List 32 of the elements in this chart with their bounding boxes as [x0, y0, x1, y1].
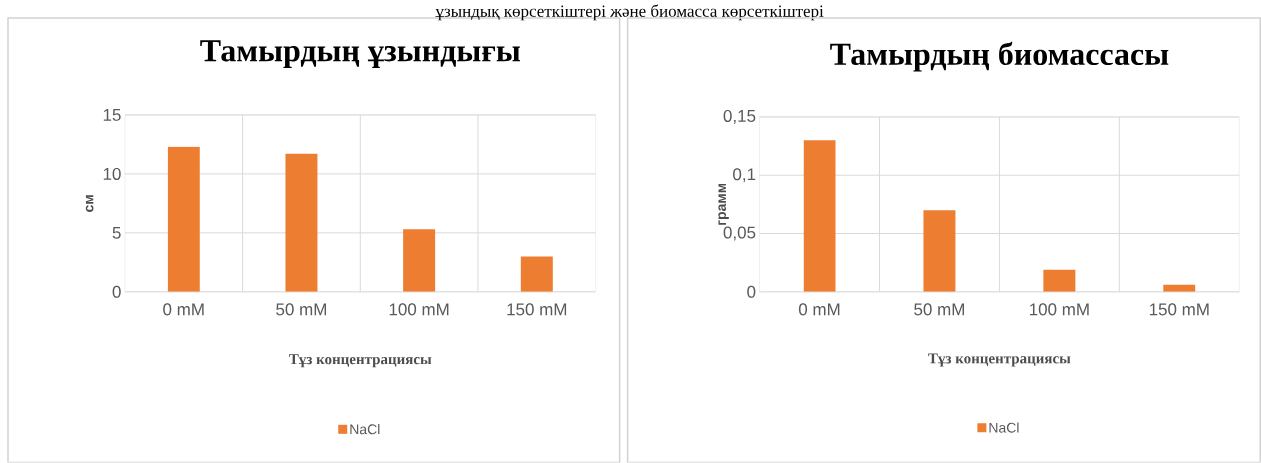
bar — [520, 256, 553, 292]
chart-title: Тамырдың ұзындығы — [200, 40, 520, 69]
bar — [403, 229, 436, 292]
text: ұзындық көрсеткіштері және биомасса көрсеткіштері — [435, 4, 824, 21]
y-axis-title: см — [85, 195, 94, 213]
x-tick-label: 0 mM — [798, 303, 840, 316]
x-axis-title: Тұз концентрациясы — [928, 353, 1071, 367]
x-tick-label: 50 mM — [914, 303, 964, 316]
y-tick-label: 15 — [103, 109, 121, 121]
y-tick-label: 0 — [112, 285, 121, 298]
x-tick-label: 150 mM — [507, 303, 567, 316]
x-axis-title: Тұз концентрациясы — [289, 354, 432, 368]
bar — [923, 210, 956, 292]
legend-label: NaCl — [989, 422, 1019, 433]
bar — [803, 140, 836, 292]
bar — [167, 146, 200, 292]
y-tick-label: 0,15 — [723, 110, 756, 125]
y-tick-label: 10 — [103, 168, 121, 181]
y-tick-label: 0,1 — [733, 168, 756, 183]
x-tick-label: 100 mM — [389, 303, 449, 316]
bar — [285, 153, 318, 292]
x-tick-label: 50 mM — [276, 303, 326, 316]
legend-label: NaCl — [350, 424, 380, 435]
x-tick-label: 0 mM — [163, 303, 204, 316]
chart-title: Тамырдың биомассасы — [830, 42, 1169, 72]
bar — [1043, 269, 1076, 292]
y-tick-label: 0,05 — [723, 226, 756, 241]
y-axis-title: грамм — [718, 184, 729, 225]
y-tick-label: 0 — [747, 285, 756, 298]
x-tick-label: 100 mM — [1029, 303, 1089, 316]
x-tick-label: 150 mM — [1149, 303, 1209, 316]
y-tick-label: 5 — [112, 227, 121, 239]
